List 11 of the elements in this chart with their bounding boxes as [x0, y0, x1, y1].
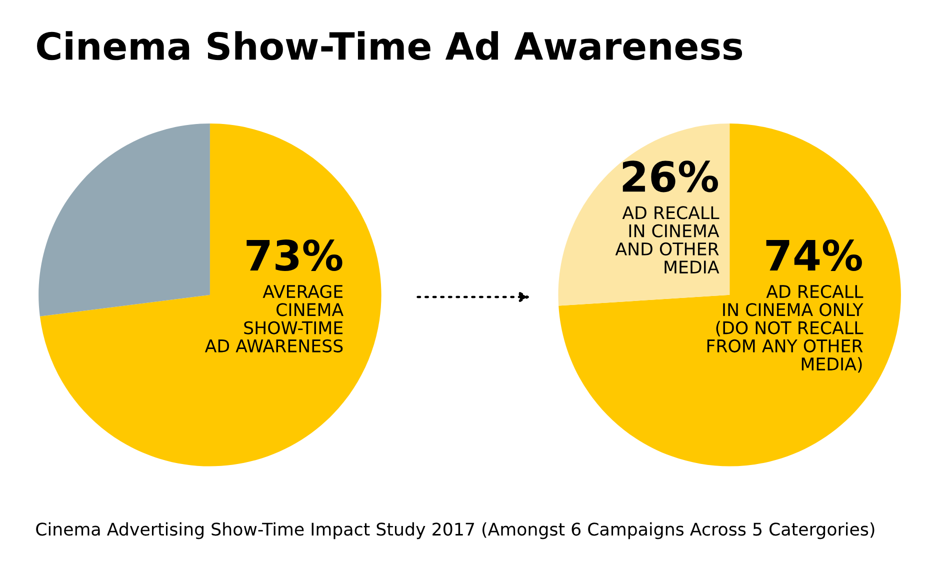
data-label: 73%: [246, 240, 342, 272]
pie-slice: [558, 124, 901, 466]
slice-label: AD RECALL IN CINEMA ONLY (DO NOT RECALL FROM ANY OTHER MEDIA): [707, 284, 864, 373]
text: Cinema Advertising Show-Time Impact Study 2017 (Amongst 6 Campaigns Across 5 Catergories): [36, 522, 874, 540]
slice-label: AVERAGE CINEMA SHOW-TIME AD AWARENESS: [204, 284, 344, 352]
pie-slice: [40, 124, 382, 466]
pie-slice: [38, 124, 210, 316]
data-label: 26%: [622, 160, 718, 192]
data-label: 74%: [766, 240, 862, 272]
slice-label: AD RECALL IN CINEMA AND OTHER MEDIA: [615, 206, 720, 274]
chart-title: Cinema Show-Time Ad Awareness: [37, 31, 742, 60]
